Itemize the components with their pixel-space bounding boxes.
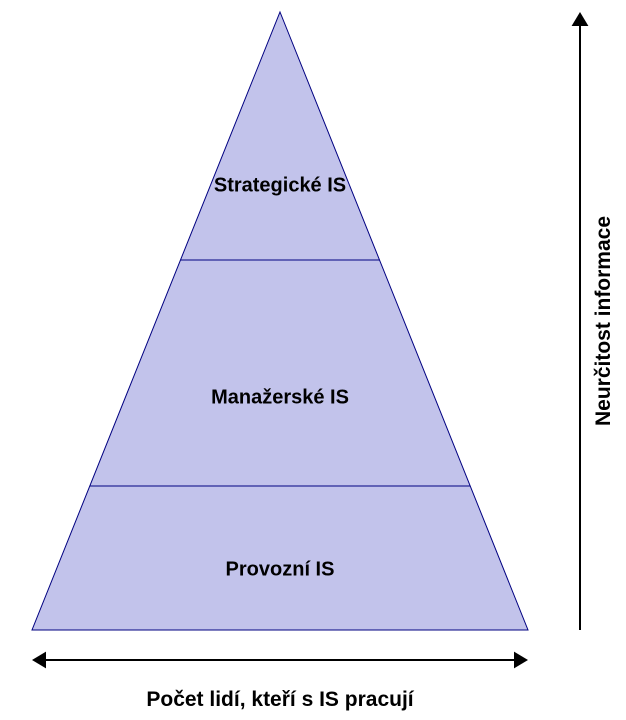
y-axis-label: Neurčitost informace — [592, 216, 616, 426]
pyramid-shape — [0, 0, 626, 720]
pyramid-level-bottom-label: Provozní IS — [226, 559, 335, 582]
pyramid-level-top-label: Strategické IS — [214, 175, 346, 198]
diagram-canvas: Strategické IS Manažerské IS Provozní IS… — [0, 0, 626, 720]
pyramid-level-middle-label: Manažerské IS — [211, 387, 349, 410]
x-axis-label: Počet lidí, kteří s IS pracují — [146, 688, 413, 712]
